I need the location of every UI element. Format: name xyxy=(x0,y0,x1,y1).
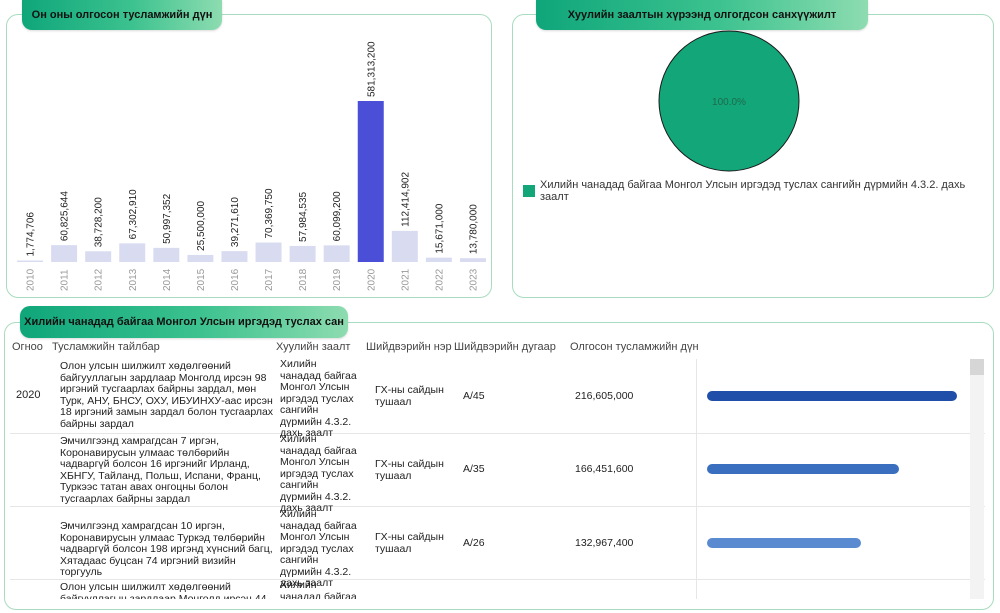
law-funding-chart-panel: 100.0% Хилийн чанадад байгаа Монгол Улсы… xyxy=(512,14,994,298)
bar-value-label: 15,671,000 xyxy=(434,203,445,253)
row-law: Хилийн чанадад байгаа Монгол Улсын иргэд… xyxy=(280,433,357,514)
bar-value-label: 50,997,352 xyxy=(162,193,173,243)
header-decision-name[interactable]: Шийдвэрийн нэр xyxy=(366,341,452,353)
row-amount: 166,451,600 xyxy=(575,463,634,475)
bar-2014 xyxy=(153,247,180,262)
pie-slice-label: 100.0% xyxy=(712,97,746,108)
x-tick-label: 2015 xyxy=(196,268,207,291)
row-decision-name: ГХ-ны сайдын тушаал xyxy=(375,531,444,555)
amount-bar xyxy=(707,391,957,401)
table-row[interactable]: Олон улсын шилжилт хөдөлгөөний байгуулла… xyxy=(10,579,985,599)
x-tick-label: 2011 xyxy=(60,269,71,291)
x-tick-label: 2017 xyxy=(264,268,275,291)
bar-value-label: 70,369,750 xyxy=(264,188,275,238)
x-tick-label: 2014 xyxy=(162,268,173,291)
legend-swatch xyxy=(523,185,535,197)
bar-value-label: 60,099,200 xyxy=(332,191,343,241)
amount-bar-cell xyxy=(696,580,970,599)
bar-value-label: 1,774,706 xyxy=(26,212,37,257)
row-decision-name: ГХ-ны сайдын тушаал xyxy=(375,384,444,408)
amount-bar-cell xyxy=(696,359,970,433)
amount-bar xyxy=(707,464,899,474)
bar-2011 xyxy=(51,245,78,262)
bar-2023 xyxy=(459,258,486,262)
x-tick-label: 2016 xyxy=(230,268,241,291)
bar-2019 xyxy=(323,245,350,262)
amount-bar xyxy=(707,538,861,548)
bar-2010 xyxy=(17,260,44,262)
pie-slice xyxy=(658,30,800,172)
law-funding-pie-chart: 100.0% xyxy=(658,30,800,172)
bar-value-label: 112,414,902 xyxy=(400,172,411,227)
row-description: Олон улсын шилжилт хөдөлгөөний байгуулла… xyxy=(60,360,274,430)
bar-value-label: 39,271,610 xyxy=(230,197,241,247)
table-scrollbar[interactable] xyxy=(970,359,984,599)
row-law: Хилийн чанадад байгаа Монгол Улсын иргэд… xyxy=(280,508,357,589)
law-funding-chart-title: Хуулийн заалтын хүрээнд олгогдсон санхүү… xyxy=(536,0,868,30)
row-amount: 132,967,400 xyxy=(575,537,634,549)
table-row[interactable]: Эмчилгээнд хамрагдсан 10 иргэн, Коронави… xyxy=(10,507,985,589)
x-tick-label: 2021 xyxy=(400,268,411,291)
row-decision-number: А/35 xyxy=(463,463,485,475)
bar-2012 xyxy=(85,251,112,262)
bar-2015 xyxy=(187,254,214,262)
bar-2020 xyxy=(357,101,384,262)
row-law: Хилийн чанадад байгаа Монгол xyxy=(280,579,357,599)
row-year: 2020 xyxy=(16,389,41,401)
bar-2013 xyxy=(119,243,146,262)
header-decision-number[interactable]: Шийдвэрийн дугаар xyxy=(454,341,556,353)
x-tick-label: 2022 xyxy=(434,268,445,291)
row-description: Эмчилгээнд хамрагдсан 7 иргэн, Коронавир… xyxy=(60,435,261,505)
yearly-aid-chart-title: Он оны олгосон тусламжийн дүн xyxy=(22,0,222,30)
bar-value-label: 13,780,000 xyxy=(468,204,479,254)
row-amount: 216,605,000 xyxy=(575,390,634,402)
bar-2022 xyxy=(425,257,452,262)
bar-2017 xyxy=(255,242,282,262)
yearly-aid-chart-panel: 1,774,706 2010 60,825,644 2011 38,728,200 201… xyxy=(6,14,492,298)
header-amount[interactable]: Олгосон тусламжийн дүн xyxy=(570,341,699,353)
x-tick-label: 2010 xyxy=(26,268,37,291)
fund-table-title: Хилийн чанадад байгаа Монгол Улсын иргэд… xyxy=(20,306,348,338)
table-row[interactable]: Эмчилгээнд хамрагдсан 7 иргэн, Коронавир… xyxy=(10,433,985,514)
row-law: Хилийн чанадад байгаа Монгол Улсын иргэд… xyxy=(280,359,357,439)
x-tick-label: 2020 xyxy=(366,268,377,291)
bar-2016 xyxy=(221,251,248,262)
yearly-aid-bar-chart: 1,774,706 2010 60,825,644 2011 38,728,200 201… xyxy=(17,41,486,291)
row-description: Олон улсын шилжилт хөдөлгөөний байгуулла… xyxy=(60,581,267,599)
header-year[interactable]: Огноо xyxy=(12,341,43,353)
bar-value-label: 25,500,000 xyxy=(196,200,207,250)
fund-table-body[interactable]: 2020 Олон улсын шилжилт хөдөлгөөний байг… xyxy=(10,359,986,599)
legend-label: Хилийн чанадад байгаа Монгол Улсын иргэд… xyxy=(540,179,966,203)
bar-value-label: 60,825,644 xyxy=(60,191,71,241)
bar-value-label: 581,313,200 xyxy=(366,41,377,97)
header-law[interactable]: Хуулийн заалт xyxy=(276,341,351,353)
bar-value-label: 67,302,910 xyxy=(128,189,139,239)
pie-legend[interactable]: Хилийн чанадад байгаа Монгол Улсын иргэд… xyxy=(523,179,993,203)
row-decision-name: ГХ-ны сайдын тушаал xyxy=(375,458,444,482)
row-decision-number: А/26 xyxy=(463,537,485,549)
x-tick-label: 2018 xyxy=(298,268,309,291)
bar-2021 xyxy=(391,230,418,262)
table-row[interactable]: 2020 Олон улсын шилжилт хөдөлгөөний байг… xyxy=(10,359,985,439)
amount-bar-cell xyxy=(696,507,970,579)
header-description[interactable]: Тусламжийн тайлбар xyxy=(52,341,160,353)
bar-value-label: 57,984,535 xyxy=(298,191,309,241)
row-decision-number: А/45 xyxy=(463,390,485,402)
bar-2018 xyxy=(289,245,316,262)
x-tick-label: 2023 xyxy=(468,268,479,291)
x-tick-label: 2012 xyxy=(94,268,105,291)
x-tick-label: 2019 xyxy=(332,268,343,291)
amount-bar-cell xyxy=(696,434,970,506)
bar-value-label: 38,728,200 xyxy=(94,197,105,247)
scrollbar-thumb[interactable] xyxy=(970,359,984,375)
x-tick-label: 2013 xyxy=(128,268,139,291)
row-description: Эмчилгээнд хамрагдсан 10 иргэн, Коронави… xyxy=(60,520,273,578)
